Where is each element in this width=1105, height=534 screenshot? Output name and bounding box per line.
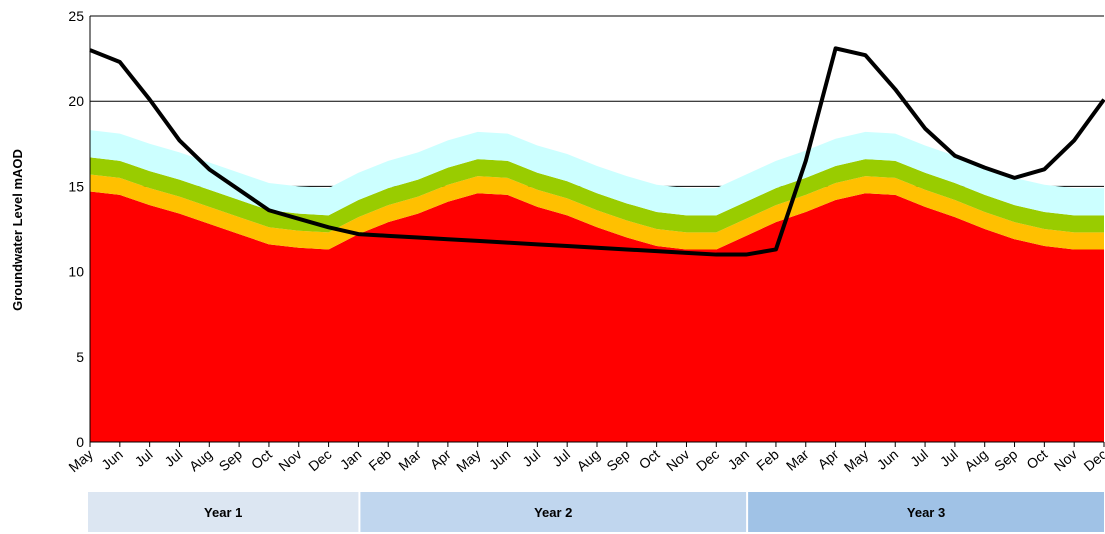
year-band xyxy=(748,492,1104,532)
x-tick-label: May xyxy=(453,446,484,475)
area-band xyxy=(90,157,1104,233)
x-tick-label: Jan xyxy=(337,446,365,473)
y-tick-label: 20 xyxy=(68,93,84,109)
x-tick-label: Jun xyxy=(486,446,514,473)
y-tick-label: 0 xyxy=(76,434,84,450)
x-tick-label: Nov xyxy=(275,446,304,474)
x-tick-label: Jun xyxy=(874,446,902,473)
x-tick-label: Feb xyxy=(365,446,394,474)
x-tick-label: Apr xyxy=(815,446,842,472)
y-tick-label: 5 xyxy=(76,349,84,365)
x-tick-label: Dec xyxy=(1081,446,1105,474)
x-tick-label: Dec xyxy=(305,446,334,474)
year-label: Year 3 xyxy=(907,505,945,520)
x-tick-label: Jul xyxy=(549,446,573,470)
x-tick-label: Jul xyxy=(519,446,543,470)
x-tick-label: Apr xyxy=(427,446,454,472)
x-tick-label: Nov xyxy=(1051,446,1080,474)
area-band xyxy=(90,191,1104,442)
x-tick-label: Aug xyxy=(186,446,215,474)
area-band xyxy=(90,130,1104,216)
x-tick-label: Mar xyxy=(783,446,812,474)
y-tick-label: 15 xyxy=(68,178,84,194)
x-tick-label: Oct xyxy=(636,446,663,472)
x-tick-label: Jul xyxy=(132,446,156,470)
x-tick-label: May xyxy=(841,446,872,475)
y-axis-label: Groundwater Level mAOD xyxy=(10,149,25,311)
year-band xyxy=(360,492,747,532)
x-tick-label: Dec xyxy=(693,446,722,474)
x-tick-label: Jul xyxy=(937,446,961,470)
x-tick-label: Jul xyxy=(907,446,931,470)
year-band xyxy=(88,492,359,532)
x-tick-label: Sep xyxy=(216,446,246,474)
x-tick-label: Sep xyxy=(603,446,633,474)
x-tick-label: Mar xyxy=(395,446,424,474)
y-tick-label: 25 xyxy=(68,8,84,24)
x-tick-label: Feb xyxy=(753,446,782,474)
x-tick-label: Jul xyxy=(161,446,185,470)
groundwater-line xyxy=(89,46,1105,257)
x-tick-label: Aug xyxy=(961,446,990,474)
x-tick-label: Jan xyxy=(724,446,752,473)
x-tick-label: Sep xyxy=(991,446,1021,474)
year-label: Year 1 xyxy=(204,505,242,520)
x-tick-label: Oct xyxy=(1023,446,1050,472)
x-tick-label: Nov xyxy=(663,446,692,474)
x-tick-label: Aug xyxy=(574,446,603,474)
y-tick-label: 10 xyxy=(68,264,84,280)
x-tick-label: Jun xyxy=(98,446,126,473)
year-label: Year 2 xyxy=(534,505,572,520)
x-tick-label: May xyxy=(65,446,96,475)
x-tick-label: Oct xyxy=(248,446,275,472)
